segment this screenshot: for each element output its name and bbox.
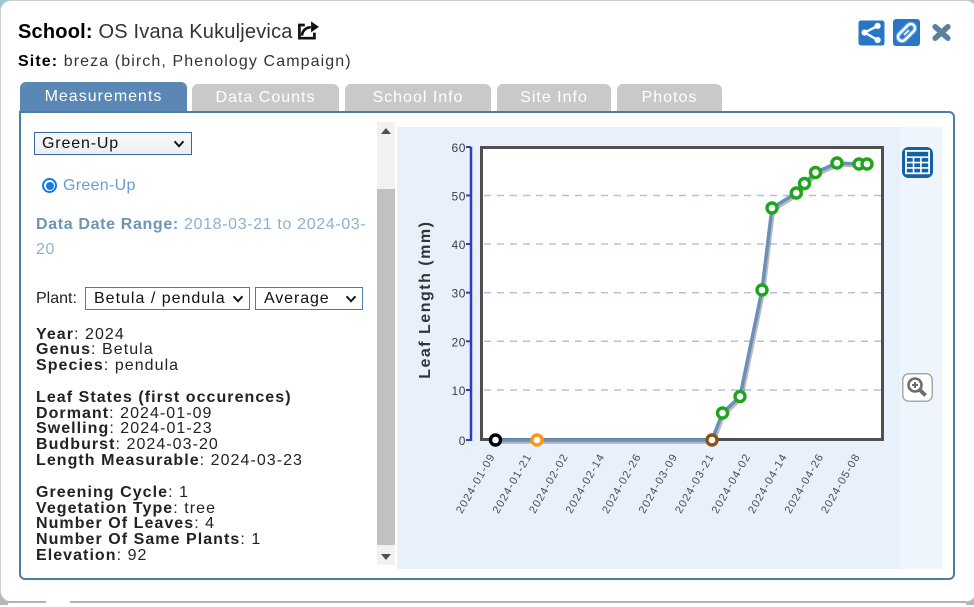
svg-text:10: 10 xyxy=(451,384,466,398)
svg-text:2024-03-21: 2024-03-21 xyxy=(673,452,717,516)
svg-text:2024-04-14: 2024-04-14 xyxy=(746,452,790,516)
svg-text:2024-04-26: 2024-04-26 xyxy=(783,452,827,516)
svg-text:Leaf Length (mm): Leaf Length (mm) xyxy=(417,221,434,379)
svg-text:40: 40 xyxy=(451,238,466,252)
svg-text:2024-01-09: 2024-01-09 xyxy=(454,452,498,516)
svg-text:60: 60 xyxy=(451,141,466,155)
svg-text:50: 50 xyxy=(451,190,466,204)
svg-text:2024-03-09: 2024-03-09 xyxy=(637,452,681,516)
svg-text:0: 0 xyxy=(459,434,466,448)
svg-text:2024-01-21: 2024-01-21 xyxy=(491,452,535,516)
svg-text:2024-05-08: 2024-05-08 xyxy=(819,452,863,516)
svg-text:2024-02-26: 2024-02-26 xyxy=(600,452,644,516)
svg-text:2024-02-02: 2024-02-02 xyxy=(527,452,571,516)
svg-text:2024-02-14: 2024-02-14 xyxy=(564,452,608,516)
svg-text:20: 20 xyxy=(451,335,466,349)
svg-text:30: 30 xyxy=(451,287,466,301)
svg-text:2024-04-02: 2024-04-02 xyxy=(710,452,754,516)
